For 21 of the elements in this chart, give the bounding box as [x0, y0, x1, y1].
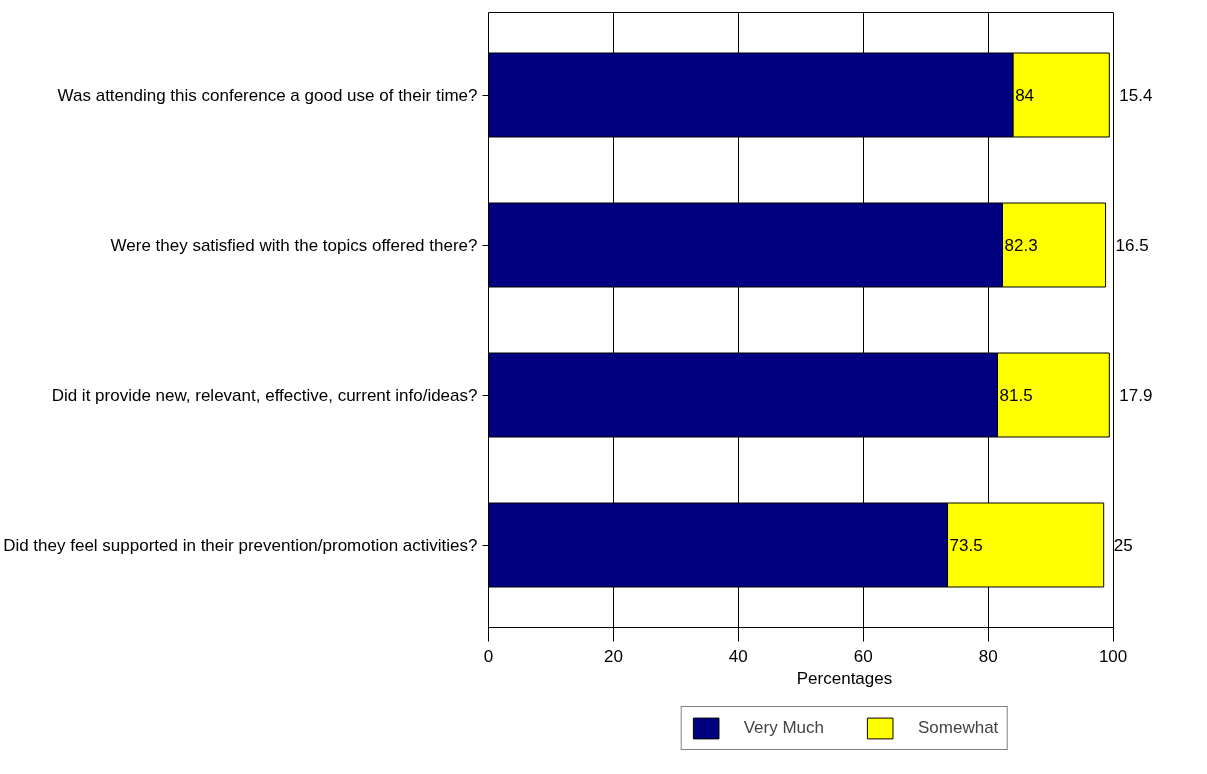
x-tick-label: 0: [483, 646, 494, 666]
y-tick-label: Was attending this conference a good use of their time?: [57, 85, 478, 105]
data-label: 81.5: [999, 386, 1033, 405]
data-label: 15.4: [1119, 86, 1153, 105]
data-label: 82.3: [1004, 236, 1038, 255]
data-label: 25: [1113, 536, 1133, 555]
legend-label: Very Much: [743, 717, 824, 738]
data-label: 73.5: [949, 536, 983, 555]
data-label: 84: [1015, 86, 1035, 105]
y-tick-label: Did they feel supported in their prevention/promotion activities?: [3, 535, 478, 555]
x-axis-title: Percentages: [796, 668, 893, 688]
x-tick-label: 20: [603, 646, 623, 666]
x-tick-label: 80: [978, 646, 998, 666]
x-tick-label: 100: [1098, 646, 1128, 666]
y-tick-label: Were they satisfied with the topics offered there?: [110, 235, 478, 255]
data-label: 16.5: [1115, 236, 1149, 255]
legend-label: Somewhat: [917, 717, 999, 738]
x-tick-label: 60: [853, 646, 873, 666]
y-tick-label: Did it provide new, relevant, effective, current info/ideas?: [51, 385, 478, 405]
data-label: 17.9: [1119, 386, 1153, 405]
x-tick-label: 40: [728, 646, 748, 666]
